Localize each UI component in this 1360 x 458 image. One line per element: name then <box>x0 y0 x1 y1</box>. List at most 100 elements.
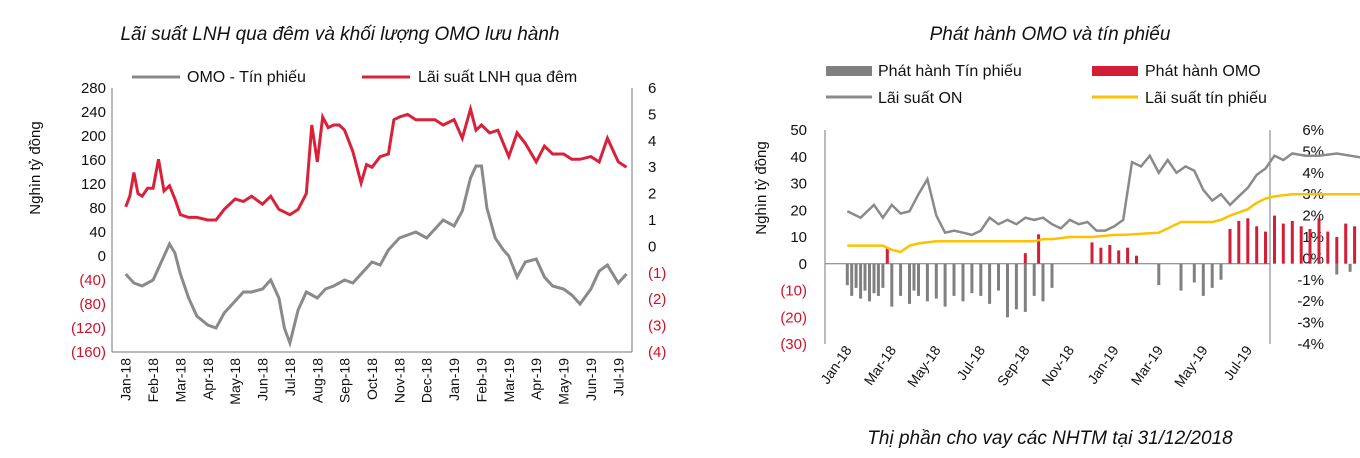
chart2-xtick-label: Mar-19 <box>1128 342 1167 388</box>
chart1-xtick-label: Aug-18 <box>309 358 325 403</box>
chart2-y2tick-label: 6% <box>1302 122 1324 139</box>
bar-omo <box>1317 218 1321 264</box>
chart2-xtick-label: Mar-18 <box>861 342 900 388</box>
chart1-xtick-label: Oct-18 <box>364 358 380 400</box>
bar-tin-phieu <box>876 263 880 296</box>
bar-omo <box>1255 226 1259 264</box>
chart1-ylabel: Nghìn tỷ đồng <box>27 121 44 214</box>
chart2-ytick-label: 20 <box>790 202 807 219</box>
bar-omo <box>1353 226 1357 264</box>
chart1-xtick-label: Dec-18 <box>419 358 435 403</box>
bar-omo <box>1264 231 1267 264</box>
series-on-rate-line <box>846 152 1360 237</box>
chart2-ytick-label: (20) <box>780 309 807 326</box>
chart2-ytick-label: 50 <box>790 122 807 139</box>
chart1-ytick-label: 120 <box>81 176 106 193</box>
bar-tin-phieu <box>1192 263 1196 283</box>
chart2-xtick-label: Sep-18 <box>994 342 1033 388</box>
chart2-y2tick-label: -3% <box>1297 315 1324 332</box>
chart1-ytick-label: 40 <box>89 224 106 241</box>
chart2-y2tick-label: 4% <box>1302 165 1324 182</box>
bar-tin-phieu <box>872 263 876 294</box>
chart1-xtick-label: Jul-18 <box>282 358 298 396</box>
chart2-ytick-label: 10 <box>790 229 807 246</box>
chart2-y2tick-label: -2% <box>1297 293 1324 310</box>
legend-label-on-rate: Lãi suất ON <box>878 90 962 107</box>
chart1-xtick-label: Mar-19 <box>501 358 517 403</box>
bar-tin-phieu <box>863 263 867 291</box>
chart2-xtick-label: Nov-18 <box>1038 342 1077 388</box>
legend-swatch-tin-phieu <box>826 66 872 76</box>
bar-tin-phieu <box>1157 263 1161 286</box>
bar-omo <box>1308 229 1312 264</box>
chart2-xtick-label: Jul-18 <box>953 342 988 383</box>
chart1-y2tick-label: (3) <box>648 318 666 335</box>
chart1-xtick-label: May-19 <box>556 358 572 405</box>
chart1-xtick-label: Jan-18 <box>118 358 134 401</box>
series-interbank-rate-line <box>124 103 628 222</box>
bar-omo <box>885 247 889 264</box>
chart1-xtick-label: May-18 <box>227 358 243 405</box>
chart1-xtick-label: Feb-18 <box>145 358 161 403</box>
bar-omo <box>1273 215 1276 264</box>
chart2-xtick-label: Jan-19 <box>1084 342 1122 386</box>
chart1-ytick-label: 0 <box>98 248 106 265</box>
chart2-y2tick-label: 0% <box>1302 250 1324 267</box>
bar-omo <box>1290 220 1294 264</box>
bar-tin-phieu <box>943 263 947 307</box>
legend-label-bill-rate: Lãi suất tín phiếu <box>1145 90 1267 107</box>
chart2-ytick-label: 40 <box>790 149 807 166</box>
chart-omo-issuance: Phát hành OMO và tín phiếu Phát hành Tín… <box>753 24 1360 449</box>
chart1-xtick-label: Feb-19 <box>473 358 489 403</box>
bar-tin-phieu <box>890 263 894 307</box>
chart1-xtick-label: Mar-18 <box>172 358 188 403</box>
footer-caption: Thị phần cho vay các NHTM tại 31/12/2018 <box>867 428 1233 449</box>
bar-omo <box>1281 223 1285 264</box>
chart2-title: Phát hành OMO và tín phiếu <box>930 24 1171 45</box>
bar-tin-phieu <box>988 263 992 304</box>
bar-omo <box>1237 220 1241 264</box>
legend-label-tin-phieu: Phát hành Tín phiếu <box>878 63 1022 80</box>
chart1-y2tick-label: 6 <box>648 80 656 97</box>
legend-label-omo: OMO - Tín phiếu <box>187 69 306 86</box>
chart1-y2tick-label: (2) <box>648 291 666 308</box>
chart1-y2tick-label: 2 <box>648 186 656 203</box>
chart2-ytick-label: (30) <box>780 336 807 353</box>
bar-tin-phieu <box>970 263 974 294</box>
chart2-ytick-label: (10) <box>780 283 807 300</box>
chart2-ylabel: Nghìn tỷ đồng <box>753 141 770 234</box>
bar-tin-phieu <box>881 263 885 288</box>
bar-omo <box>1023 253 1027 264</box>
chart1-y2tick-label: (4) <box>648 344 666 361</box>
chart2-y2tick-label: 5% <box>1302 143 1324 160</box>
bar-omo <box>1126 247 1130 264</box>
bar-tin-phieu <box>868 263 871 302</box>
bar-tin-phieu <box>961 263 965 302</box>
chart1-xtick-label: Jan-19 <box>446 358 462 401</box>
bar-tin-phieu <box>1219 263 1223 280</box>
bar-tin-phieu <box>925 263 929 302</box>
chart1-ytick-label: (80) <box>79 296 106 313</box>
chart1-xtick-label: Nov-18 <box>391 358 407 403</box>
bar-omo <box>1135 255 1138 264</box>
legend-swatch-omo-issue <box>1092 66 1138 76</box>
chart2-xtick-label: Jul-19 <box>1220 342 1255 383</box>
bar-omo <box>1299 226 1303 264</box>
legend-label-rate: Lãi suất LNH qua đêm <box>418 69 577 86</box>
bar-omo <box>1099 247 1103 264</box>
chart1-ytick-label: 240 <box>81 104 106 121</box>
bar-tin-phieu <box>899 263 903 296</box>
chart1-y2tick-label: 5 <box>648 106 656 123</box>
chart1-ytick-label: (160) <box>71 344 106 361</box>
chart1-y2tick-label: 3 <box>648 159 656 176</box>
bar-tin-phieu <box>912 263 916 291</box>
bar-tin-phieu <box>997 263 1000 291</box>
bar-tin-phieu <box>1348 263 1352 272</box>
bar-tin-phieu <box>1032 263 1036 296</box>
bar-tin-phieu <box>1006 263 1009 318</box>
chart2-ytick-label: 30 <box>790 176 807 193</box>
bar-omo <box>1228 229 1232 264</box>
bar-omo <box>1090 242 1094 264</box>
bar-tin-phieu <box>1014 263 1018 310</box>
